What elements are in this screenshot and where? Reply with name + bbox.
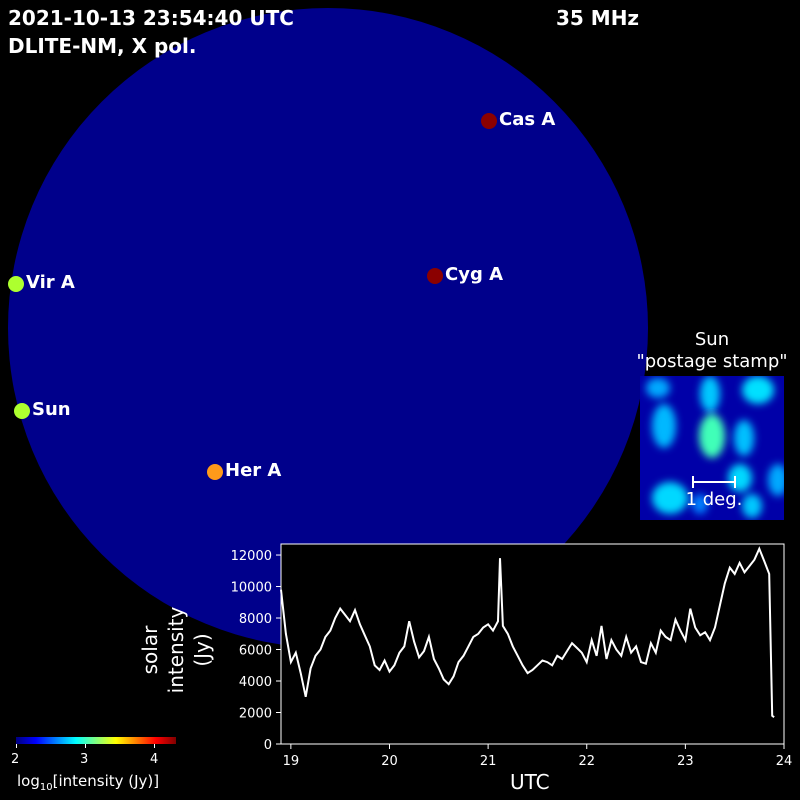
- source-marker-her-a[interactable]: [207, 464, 223, 480]
- source-label-cas-a: Cas A: [499, 109, 556, 130]
- series-line: [280, 546, 775, 718]
- scale-bar-label: 1 deg.: [685, 489, 743, 510]
- y-tick-label: 12000: [231, 549, 272, 564]
- y-tick-label: 4000: [239, 675, 272, 690]
- colorbar-tick-label: 2: [11, 752, 20, 767]
- y-tick-label: 6000: [239, 644, 272, 659]
- y-axis-title: solar intensity (Jy): [137, 590, 215, 710]
- y-tick-label: 8000: [239, 612, 272, 627]
- source-marker-sun[interactable]: [14, 403, 30, 419]
- colorbar-label-prefix: log: [17, 772, 40, 790]
- source-label-sun: Sun: [32, 399, 71, 420]
- y-tick-label: 2000: [239, 707, 272, 722]
- x-tick-label: 22: [578, 754, 595, 769]
- colorbar-ticks: [16, 744, 176, 749]
- stamp-title: Sun "postage stamp": [632, 329, 792, 373]
- source-label-her-a: Her A: [225, 460, 282, 481]
- axis-ticks: 19 20 21 22 23 24 0 2000 4000 6000 8000 10000 12000: [231, 549, 793, 769]
- station-label: DLITE-NM, X pol.: [8, 34, 197, 58]
- colorbar-label: log10[intensity (Jy)]: [17, 772, 159, 793]
- y-tick-label: 10000: [231, 581, 272, 596]
- y-axis-title-line: (Jy): [190, 633, 214, 667]
- x-tick-label: 24: [776, 754, 793, 769]
- source-label-cyg-a: Cyg A: [445, 264, 504, 285]
- frequency-label: 35 MHz: [556, 6, 640, 30]
- x-tick-label: 23: [677, 754, 694, 769]
- scale-bar: [692, 476, 736, 488]
- stamp-title-line1: Sun: [694, 329, 730, 350]
- x-tick-label: 20: [381, 754, 398, 769]
- x-tick-label: 21: [480, 754, 497, 769]
- sun-postage-stamp: [640, 376, 784, 520]
- source-label-vir-a: Vir A: [26, 272, 75, 293]
- y-tick-label: 0: [264, 738, 272, 753]
- colorbar-tick-label: 3: [80, 752, 89, 767]
- y-axis-title-line: solar: [138, 625, 162, 675]
- colorbar: [16, 737, 176, 744]
- plot-area: [280, 543, 785, 745]
- source-marker-cyg-a[interactable]: [427, 268, 443, 284]
- colorbar-tick-label: 4: [150, 752, 159, 767]
- colorbar-label-suffix: [intensity (Jy)]: [52, 772, 160, 790]
- source-marker-cas-a[interactable]: [481, 113, 497, 129]
- y-axis-title-line: intensity: [164, 606, 188, 694]
- x-tick-label: 19: [283, 754, 300, 769]
- stamp-title-line2: "postage stamp": [636, 351, 788, 372]
- sky-disk: [8, 8, 648, 648]
- source-marker-vir-a[interactable]: [8, 276, 24, 292]
- timestamp: 2021-10-13 23:54:40 UTC: [8, 6, 294, 30]
- x-axis-title: UTC: [510, 770, 550, 794]
- colorbar-label-sub: 10: [39, 782, 53, 793]
